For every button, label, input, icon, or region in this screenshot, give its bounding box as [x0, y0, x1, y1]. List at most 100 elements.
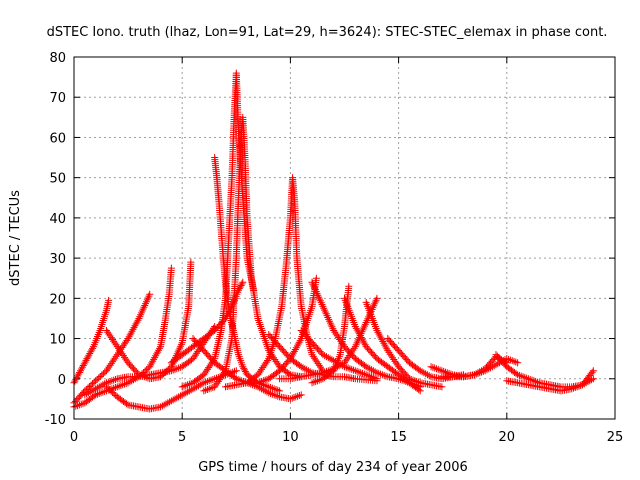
data-point [331, 328, 339, 336]
data-point [364, 371, 372, 379]
data-point [390, 356, 398, 364]
data-point [588, 368, 596, 376]
data-point [517, 372, 525, 380]
data-point [405, 375, 413, 383]
data-point [342, 363, 350, 371]
data-point [339, 362, 347, 370]
data-point [319, 351, 327, 359]
data-point [371, 368, 379, 376]
data-point [345, 282, 353, 290]
data-point [185, 380, 193, 388]
data-point [236, 283, 244, 291]
data-point [274, 386, 282, 394]
data-point [104, 384, 112, 392]
data-point [386, 350, 394, 358]
data-point [368, 366, 376, 374]
data-point [271, 356, 279, 364]
data-point [255, 369, 263, 377]
data-point [360, 339, 368, 347]
data-point [123, 336, 131, 344]
data-point [128, 377, 136, 385]
data-point [171, 365, 179, 373]
data-point [274, 392, 282, 400]
data-point [514, 359, 522, 367]
data-point [166, 398, 174, 406]
data-point [373, 327, 381, 335]
data-point [267, 383, 275, 391]
data-point [319, 369, 327, 377]
data-point [285, 370, 293, 378]
data-point [512, 358, 520, 366]
data-point [254, 379, 262, 387]
data-point [167, 264, 175, 272]
data-point [392, 359, 400, 367]
data-point [373, 369, 381, 377]
data-point [524, 375, 532, 383]
data-point [488, 363, 496, 371]
data-point [232, 375, 240, 383]
data-point [104, 378, 112, 386]
data-point [106, 386, 114, 394]
x-tick-label: 20 [499, 430, 516, 445]
data-point [119, 342, 127, 350]
data-point [202, 378, 210, 386]
data-point [108, 377, 116, 385]
data-point [182, 381, 190, 389]
data-point [375, 369, 383, 377]
data-point [93, 384, 101, 392]
data-series [102, 258, 195, 383]
data-point [344, 364, 352, 372]
data-point [99, 370, 107, 378]
data-point [156, 344, 164, 352]
data-point [409, 376, 417, 384]
data-point [389, 354, 397, 362]
data-point [124, 379, 132, 387]
data-point [366, 365, 374, 373]
data-point [128, 327, 136, 335]
data-point [423, 371, 431, 379]
data-series [178, 69, 258, 391]
data-point [110, 376, 118, 384]
data-point [472, 370, 480, 378]
data-point [146, 363, 154, 371]
data-point [117, 348, 125, 356]
data-point [380, 339, 388, 347]
data-point [268, 384, 276, 392]
data-point [333, 332, 341, 340]
data-point [294, 340, 302, 348]
data-point [309, 352, 317, 360]
data-point [503, 355, 511, 363]
data-point [315, 376, 323, 384]
data-point [219, 370, 227, 378]
data-point [89, 380, 97, 388]
data-point [203, 386, 211, 394]
data-point [343, 355, 351, 363]
data-point [119, 381, 127, 389]
y-tick-label: 80 [49, 51, 66, 66]
data-point [310, 354, 318, 362]
data-point [584, 378, 592, 386]
data-point [312, 377, 320, 385]
data-point [79, 400, 87, 408]
data-point [286, 395, 294, 403]
data-point [377, 370, 385, 378]
data-point [162, 400, 170, 408]
data-point [230, 367, 238, 375]
data-point [314, 360, 322, 368]
data-point [124, 335, 132, 343]
data-point [214, 377, 222, 385]
data-point [120, 340, 128, 348]
y-tick-label: 40 [49, 212, 66, 227]
data-point [411, 377, 419, 385]
data-point [308, 351, 316, 359]
data-point [259, 364, 267, 372]
data-point [105, 363, 113, 371]
data-point [167, 367, 175, 375]
data-point [169, 396, 177, 404]
x-tick-label: 15 [390, 430, 407, 445]
data-point [342, 357, 350, 365]
data-point [112, 352, 120, 360]
data-point [193, 349, 201, 357]
data-point [95, 390, 103, 398]
data-point [293, 342, 301, 350]
